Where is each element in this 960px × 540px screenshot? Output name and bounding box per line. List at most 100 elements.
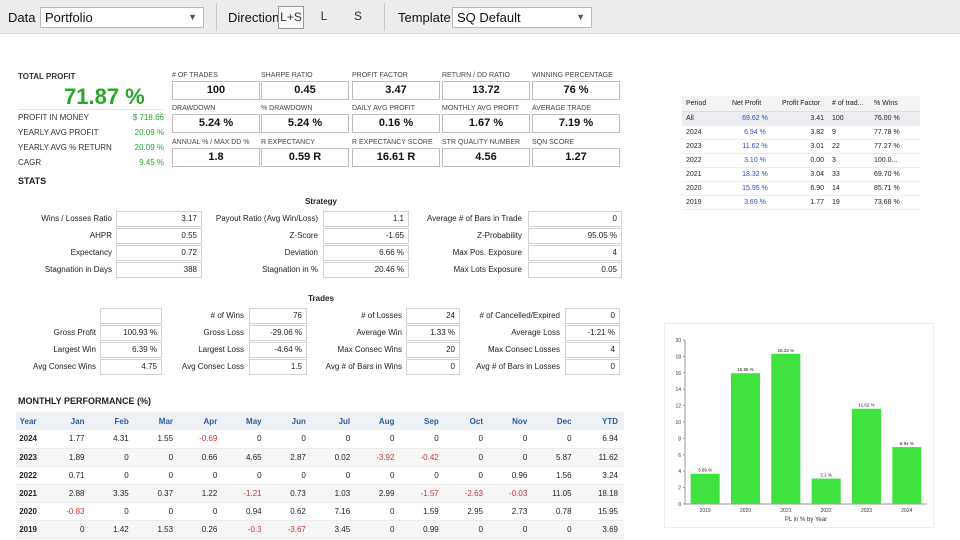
- monthly-cell: 0: [444, 466, 489, 485]
- pl-by-year-chart: 0 2 4 6 8 10 12 14 16 18 20 3.69 % 2019 15.95 % 2020 18…: [664, 323, 934, 528]
- monthly-cell: -0.83: [46, 502, 91, 521]
- metric-daily-avg: DAILY AVG PROFIT 0.16 %: [352, 105, 440, 133]
- monthly-header-cell[interactable]: Sep: [400, 412, 445, 430]
- trades-stat-value: 1.5: [249, 359, 307, 375]
- yearly-header-cell[interactable]: # of trad...: [828, 96, 870, 112]
- trades-stat-label: Max Consec Losses: [487, 345, 560, 354]
- monthly-header-cell[interactable]: Jan: [46, 412, 91, 430]
- monthly-header-cell[interactable]: Aug: [356, 412, 401, 430]
- monthly-cell: 3.24: [577, 466, 624, 485]
- summary-line-label: PROFIT IN MONEY: [18, 113, 89, 122]
- monthly-cell: 6.94: [577, 430, 624, 449]
- table-row[interactable]: All 69.62 % 3.41 100 76.00 %: [682, 111, 920, 126]
- data-select[interactable]: Portfolio ▼: [40, 7, 204, 28]
- direction-l-button[interactable]: L: [320, 9, 328, 23]
- monthly-cell: 0: [400, 430, 445, 449]
- table-row: 2024 1.77 4.31 1.55 -0.69 0 0 0 0 0 0 0 0 6.94: [16, 430, 624, 449]
- yearly-cell: 33: [828, 167, 870, 182]
- monthly-header-cell[interactable]: Dec: [533, 412, 578, 430]
- table-row[interactable]: 2022 3.10 % 0.00 3 100.0...: [682, 153, 920, 168]
- x-axis-title: PL in % by Year: [785, 517, 827, 523]
- table-row[interactable]: 2020 15.95 % 6.90 14 85.71 %: [682, 181, 920, 196]
- direction-s-button[interactable]: S: [353, 9, 362, 23]
- trades-stat-value: 0: [565, 308, 620, 324]
- monthly-header-cell[interactable]: Jun: [267, 412, 312, 430]
- yearly-cell: 2024: [682, 125, 728, 140]
- monthly-cell: 0: [179, 466, 224, 485]
- metric-value: 7.19 %: [532, 114, 620, 133]
- yearly-cell: 0.00: [778, 153, 828, 168]
- yearly-cell: All: [682, 111, 728, 126]
- yearly-header-cell[interactable]: Profit Factor: [778, 96, 828, 112]
- monthly-cell: 15.95: [577, 502, 624, 521]
- strategy-stat-value: 20.46 %: [323, 262, 409, 278]
- monthly-header-cell[interactable]: YTD: [577, 412, 624, 430]
- metric-value: 0.59 R: [261, 148, 349, 167]
- monthly-cell: 0.02: [311, 448, 357, 467]
- metric-label: DRAWDOWN: [172, 105, 216, 112]
- trades-stat-value: 0: [406, 359, 460, 375]
- trades-stat-value: -29.06 %: [249, 325, 307, 341]
- monthly-cell: 0: [179, 502, 224, 521]
- yearly-cell: 2021: [682, 167, 728, 182]
- yearly-cell: 11.62 %: [728, 139, 778, 154]
- table-row[interactable]: 2024 6.94 % 3.82 9 77.78 %: [682, 125, 920, 140]
- y-tick-label: 2: [678, 486, 681, 492]
- toolbar: Data Portfolio ▼ Direction L+S L S Templ…: [0, 0, 960, 34]
- divider: [18, 109, 164, 110]
- monthly-header-cell[interactable]: Feb: [90, 412, 135, 430]
- trades-stat-label: # of Cancelled/Expired: [479, 311, 561, 320]
- yearly-cell: 3: [828, 153, 870, 168]
- monthly-header-cell[interactable]: Year: [16, 412, 47, 430]
- summary-line: YEARLY AVG PROFIT 20.09 %: [18, 128, 164, 137]
- metric-winning-pct: WINNING PERCENTAGE 76 %: [532, 72, 620, 100]
- table-row: 2023 1.89 0 0 0.66 4.65 2.87 0.02 -3.92 -0.42 0 0 5.…: [16, 448, 624, 467]
- table-row[interactable]: 2019 3.69 % 1.77 19 73.68 %: [682, 195, 920, 210]
- monthly-cell: 2.73: [489, 502, 534, 521]
- monthly-cell: 1.89: [46, 448, 91, 467]
- direction-ls-button[interactable]: L+S: [278, 6, 304, 29]
- strategy-stat-value: 0.05: [528, 262, 622, 278]
- strategy-stat-value: 95.05 %: [528, 228, 622, 244]
- trades-stat-value: -4.64 %: [249, 342, 307, 358]
- monthly-cell: 1.77: [46, 430, 91, 449]
- yearly-header-cell[interactable]: % Wins: [870, 96, 920, 112]
- metric-profit-factor: PROFIT FACTOR 3.47: [352, 72, 440, 100]
- monthly-header-cell[interactable]: Nov: [489, 412, 534, 430]
- trades-stat-label: Gross Profit: [53, 328, 96, 337]
- y-tick-label: 18: [675, 354, 681, 360]
- summary-line-label: CAGR: [18, 158, 42, 167]
- monthly-cell: 1.53: [134, 520, 180, 539]
- monthly-header-cell[interactable]: May: [223, 412, 268, 430]
- toolbar-divider: [216, 3, 217, 31]
- monthly-cell: 2020: [16, 502, 47, 521]
- table-row: 2021 2.88 3.35 0.37 1.22 -1.21 0.73 1.03 2.99 -1.…: [16, 484, 624, 503]
- table-row[interactable]: 2023 11.62 % 3.01 22 77.27 %: [682, 139, 920, 154]
- yearly-cell: 14: [828, 181, 870, 196]
- trades-stat-label: # of Losses: [361, 311, 402, 320]
- trades-stat-value: 4: [565, 342, 620, 358]
- yearly-cell: 2019: [682, 195, 728, 210]
- monthly-cell: 0: [489, 448, 534, 467]
- trades-stat-value: 20: [406, 342, 460, 358]
- yearly-header-cell[interactable]: Period: [682, 96, 728, 112]
- yearly-header-cell[interactable]: Net Profit: [728, 96, 778, 112]
- monthly-header-cell[interactable]: Oct: [444, 412, 489, 430]
- monthly-cell: 2.95: [444, 502, 489, 521]
- metric-label: PROFIT FACTOR: [352, 72, 408, 79]
- yearly-cell: 3.01: [778, 139, 828, 154]
- yearly-cell: 1.77: [778, 195, 828, 210]
- monthly-header-cell[interactable]: Apr: [179, 412, 224, 430]
- yearly-cell: 19: [828, 195, 870, 210]
- strategy-stat-value: 3.17: [116, 211, 202, 227]
- monthly-cell: 0.78: [533, 502, 578, 521]
- monthly-header-cell[interactable]: Mar: [134, 412, 180, 430]
- summary-line: PROFIT IN MONEY $ 718.66: [18, 113, 164, 122]
- monthly-cell: 0.96: [489, 466, 534, 485]
- table-row[interactable]: 2021 18.32 % 3.04 33 69.70 %: [682, 167, 920, 182]
- template-select[interactable]: SQ Default ▼: [452, 7, 592, 28]
- trades-stat-value: 1.33 %: [406, 325, 460, 341]
- monthly-header-cell[interactable]: Jul: [311, 412, 357, 430]
- y-tick-label: 4: [678, 469, 681, 475]
- y-tick-label: 20: [675, 338, 681, 344]
